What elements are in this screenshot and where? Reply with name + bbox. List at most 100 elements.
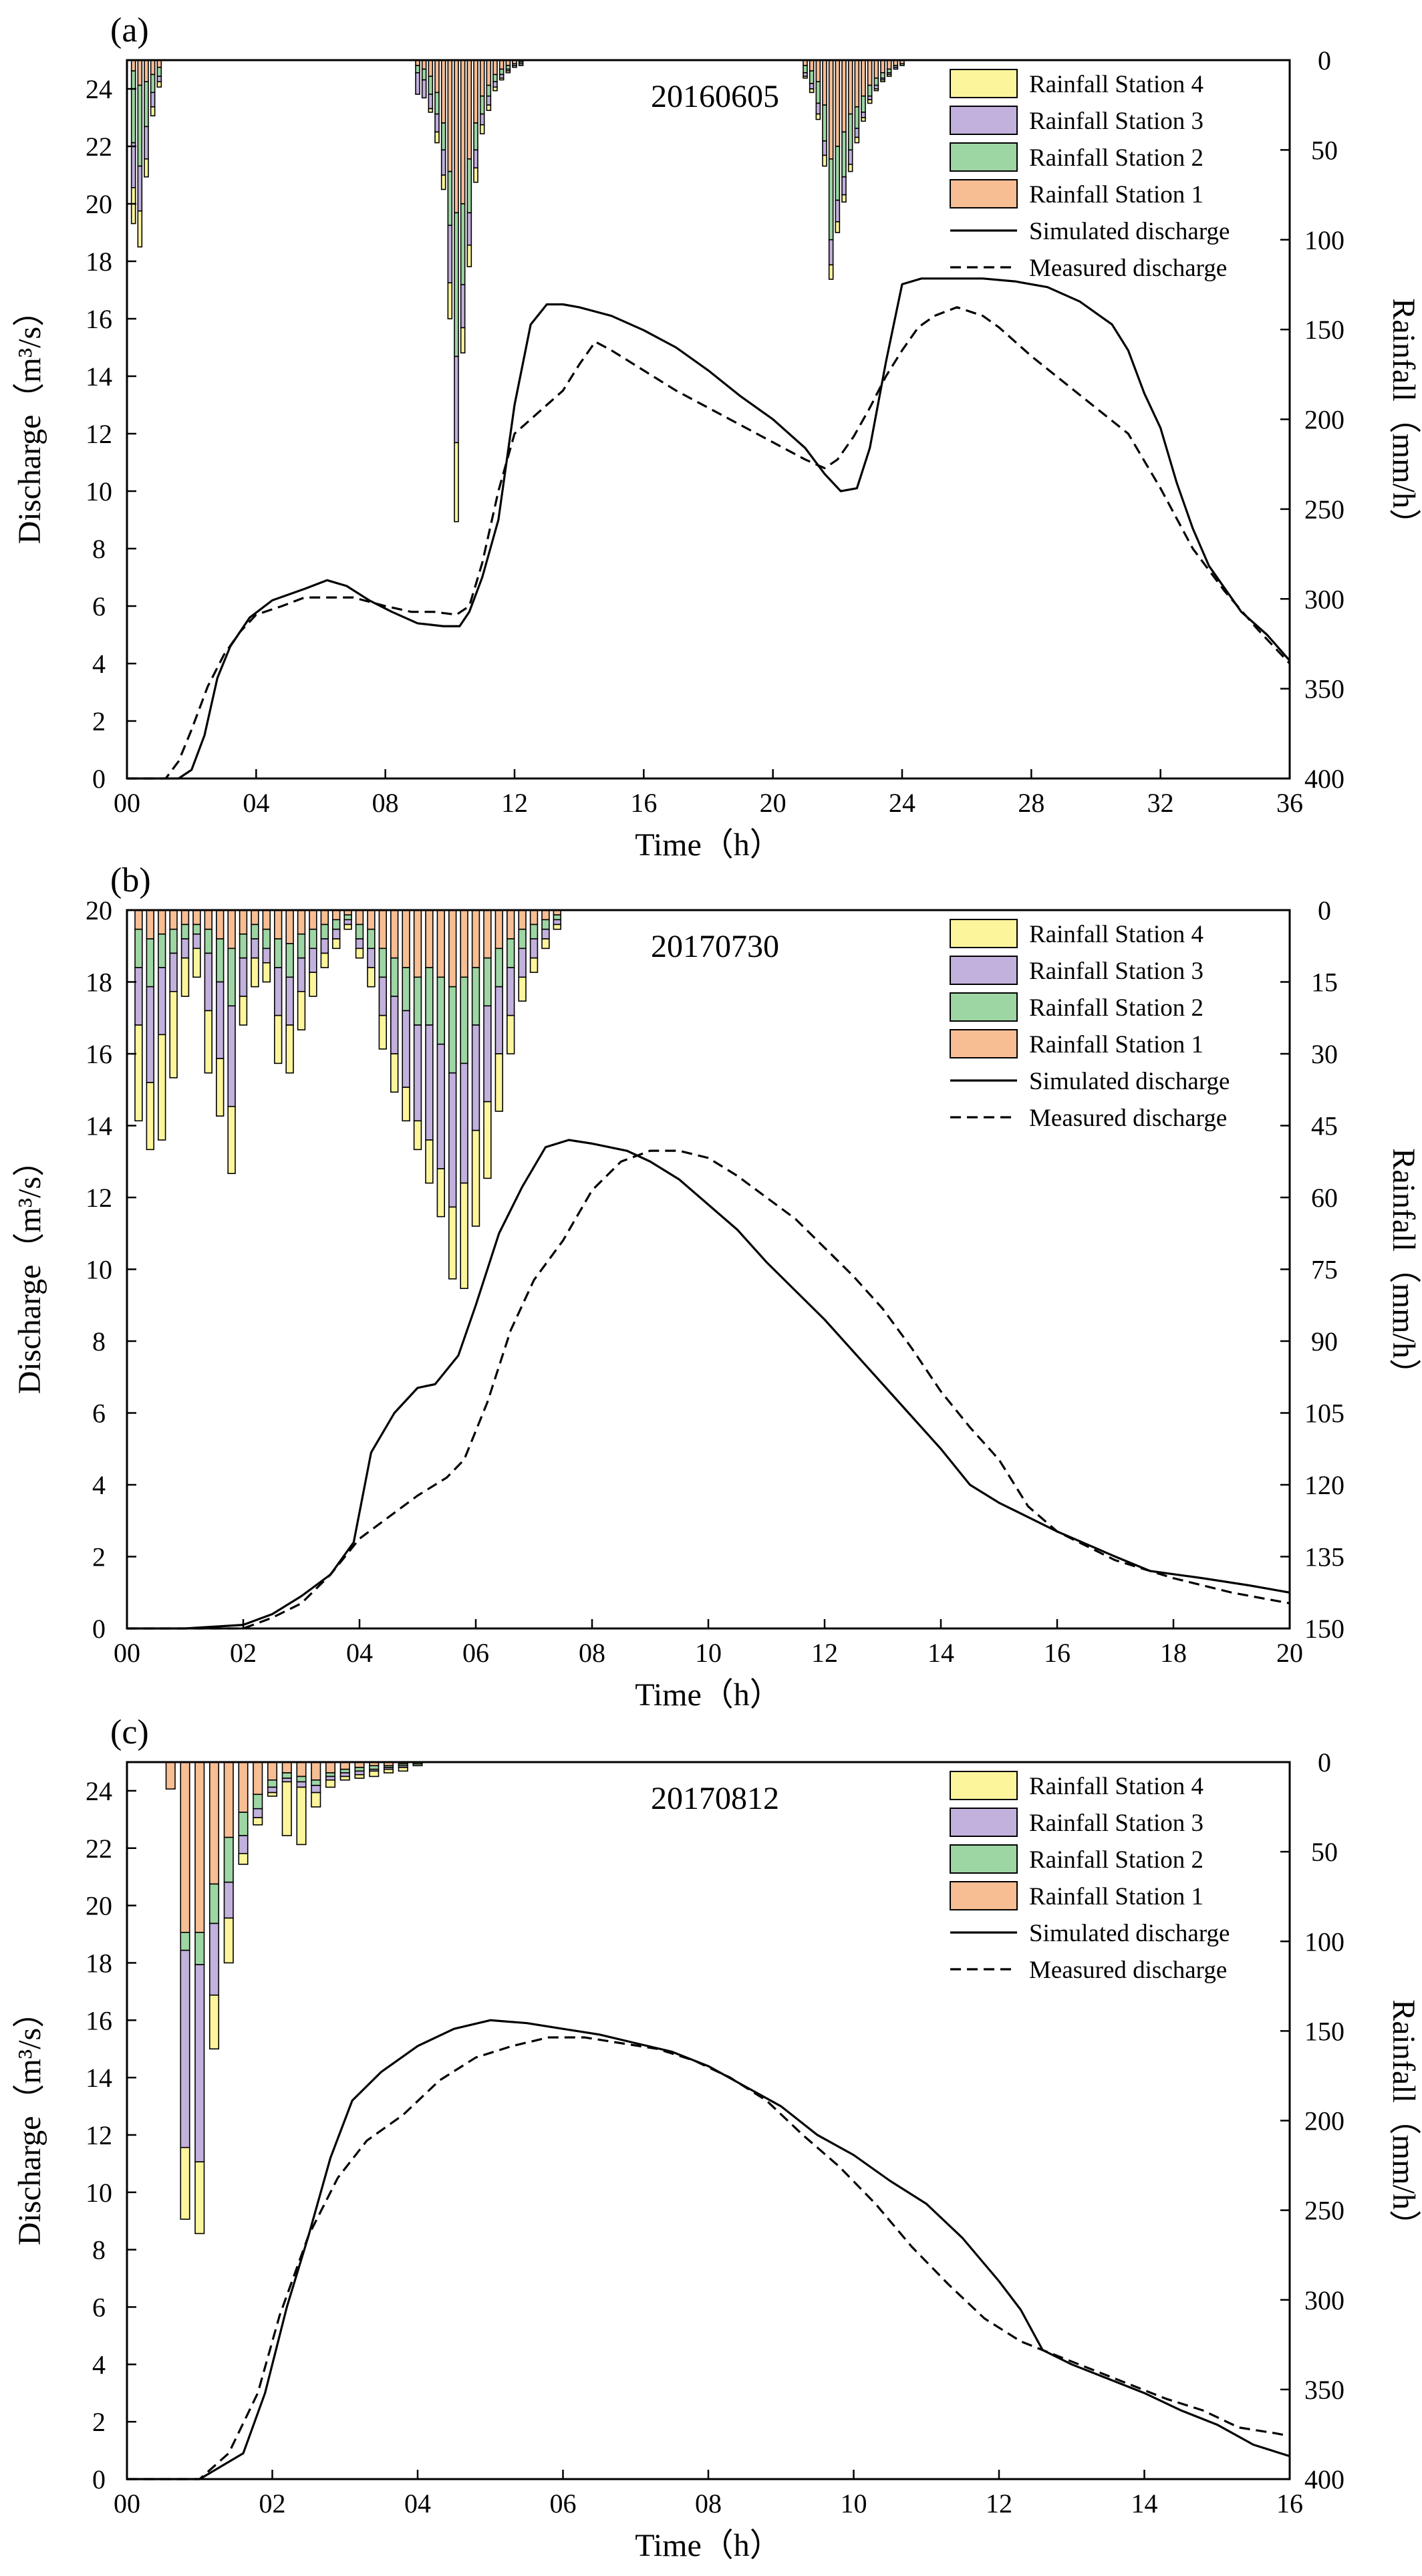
rain-bar-rainfall-station-4: [339, 1775, 350, 1781]
rain-bar-rainfall-station-4: [553, 923, 561, 930]
rain-bar-rainfall-station-3: [448, 1072, 457, 1208]
legend-label: Rainfall Station 3: [1029, 108, 1203, 135]
rain-bar-rainfall-station-1: [873, 59, 879, 79]
rain-bar-rainfall-station-1: [434, 59, 440, 94]
rain-bar-rainfall-station-4: [847, 164, 853, 172]
rain-bar-rainfall-station-4: [285, 1024, 294, 1074]
x-tick-label: 06: [462, 1638, 489, 1668]
legend-label: Rainfall Station 4: [1029, 921, 1203, 948]
legend-label: Measured discharge: [1029, 255, 1227, 282]
y-left-tick-label: 0: [92, 1614, 106, 1644]
rain-bar-rainfall-station-3: [861, 112, 866, 118]
rain-bar-rainfall-station-3: [367, 948, 376, 968]
rain-bar-rainfall-station-4: [841, 194, 847, 203]
legend-label: Rainfall Station 1: [1029, 1031, 1203, 1058]
y-right-tick-label: 0: [1318, 45, 1331, 76]
rain-bar-rainfall-station-4: [507, 1014, 515, 1054]
rain-bar-rainfall-station-4: [413, 1120, 422, 1151]
legend-swatch: [950, 179, 1018, 208]
rain-bar-rainfall-station-2: [216, 938, 225, 983]
rain-bar-rainfall-station-4: [460, 327, 466, 353]
rainfall-bars: [165, 1761, 423, 2235]
rain-bar-rainfall-station-2: [130, 70, 136, 144]
y-left-tick-label: 4: [92, 649, 106, 679]
y-right-tick-label: 50: [1311, 135, 1338, 165]
y-left-tick-label: 22: [86, 132, 112, 162]
y-left-tick-label: 16: [86, 2005, 112, 2035]
rain-bar-rainfall-station-4: [867, 99, 873, 104]
legend-swatch: [950, 1844, 1018, 1874]
rain-bar-rainfall-station-4: [402, 1087, 410, 1122]
rain-bar-rainfall-station-4: [809, 88, 815, 94]
rain-bar-rainfall-station-4: [146, 1082, 155, 1151]
rain-bar-rainfall-station-2: [137, 84, 143, 167]
rain-bar-rainfall-station-2: [541, 919, 550, 930]
rain-bar-rainfall-station-1: [192, 909, 201, 925]
rain-bar-rainfall-station-4: [267, 1792, 278, 1797]
rain-bar-rainfall-station-3: [169, 952, 178, 992]
rain-bar-rainfall-station-4: [541, 938, 550, 950]
rain-bar-rainfall-station-4: [238, 1853, 249, 1865]
y-left-tick-label: 12: [86, 2120, 112, 2150]
rain-bar-rainfall-station-3: [507, 967, 515, 1016]
rain-bar-rainfall-station-1: [822, 59, 827, 106]
y-left-tick-label: 22: [86, 1834, 112, 1864]
rain-bar-rainfall-station-1: [274, 909, 283, 940]
x-tick-label: 20: [1276, 1638, 1303, 1668]
rain-bar-rainfall-station-2: [494, 948, 503, 988]
rain-bar-rainfall-station-2: [466, 158, 472, 214]
rain-bar-rainfall-station-3: [274, 967, 283, 1016]
x-axis-title: Time（h）: [635, 827, 782, 863]
rain-bar-rainfall-station-4: [861, 117, 866, 122]
rain-bar-rainfall-station-3: [267, 1786, 278, 1794]
rain-bar-rainfall-station-2: [325, 1772, 336, 1777]
rain-bar-rainfall-station-3: [332, 928, 341, 940]
rain-bar-rainfall-station-3: [847, 149, 853, 165]
rain-bar-rainfall-station-4: [873, 88, 879, 92]
y-right-tick-label: 105: [1304, 1399, 1344, 1429]
y-left-tick-label: 20: [86, 895, 112, 925]
legend-swatch: [950, 1771, 1018, 1800]
legend-label: Rainfall Station 4: [1029, 71, 1203, 98]
y-left-axis-title: Discharge（m³/s）: [12, 1145, 47, 1394]
rain-bar-rainfall-station-4: [803, 76, 808, 79]
y-right-tick-label: 300: [1304, 2285, 1344, 2315]
rain-bar-rainfall-station-2: [529, 923, 539, 940]
rain-bar-rainfall-station-2: [146, 938, 155, 988]
rain-bar-rainfall-station-4: [447, 282, 453, 319]
rain-bar-rainfall-station-2: [425, 967, 434, 1026]
x-tick-label: 20: [760, 788, 787, 818]
rain-bar-rainfall-station-1: [835, 59, 841, 147]
rain-bar-rainfall-station-3: [867, 95, 873, 100]
rain-bar-rainfall-station-1: [483, 909, 492, 959]
rain-bar-rainfall-station-3: [413, 1024, 422, 1122]
rain-bar-rainfall-station-4: [180, 2146, 190, 2220]
y-left-tick-label: 0: [92, 764, 106, 794]
rain-bar-rainfall-station-1: [223, 1761, 234, 1838]
rain-bar-rainfall-station-2: [343, 914, 352, 921]
rain-bar-rainfall-station-3: [483, 1005, 492, 1103]
rain-bar-rainfall-station-2: [158, 934, 166, 968]
rain-bar-rainfall-station-2: [460, 203, 466, 285]
rain-bar-rainfall-station-1: [169, 909, 178, 930]
rain-bar-rainfall-station-1: [440, 59, 446, 124]
rain-bar-rainfall-station-3: [415, 72, 420, 95]
x-tick-label: 28: [1018, 788, 1044, 818]
rain-bar-rainfall-station-1: [194, 1761, 205, 1933]
rain-bar-rainfall-station-2: [332, 919, 341, 930]
rain-bar-rainfall-station-2: [251, 923, 259, 940]
rain-bar-rainfall-station-4: [194, 2161, 205, 2235]
rain-bar-rainfall-station-1: [367, 909, 376, 930]
rain-bar-rainfall-station-1: [479, 59, 485, 97]
rain-bar-rainfall-station-4: [251, 957, 259, 988]
rain-bar-rainfall-station-4: [473, 167, 478, 183]
y-right-tick-label: 150: [1304, 1614, 1344, 1644]
y-left-tick-label: 8: [92, 2235, 106, 2265]
y-right-tick-label: 250: [1304, 494, 1344, 525]
rain-bar-rainfall-station-4: [367, 967, 376, 988]
panel-3: 00 02 04 06 08 10 12 14 160246810121416182022240…: [12, 1713, 1421, 2563]
rain-bar-rainfall-station-4: [434, 131, 440, 144]
rain-bar-rainfall-station-4: [835, 221, 841, 233]
rain-bar-rainfall-station-1: [861, 59, 866, 97]
x-tick-label: 16: [630, 788, 657, 818]
